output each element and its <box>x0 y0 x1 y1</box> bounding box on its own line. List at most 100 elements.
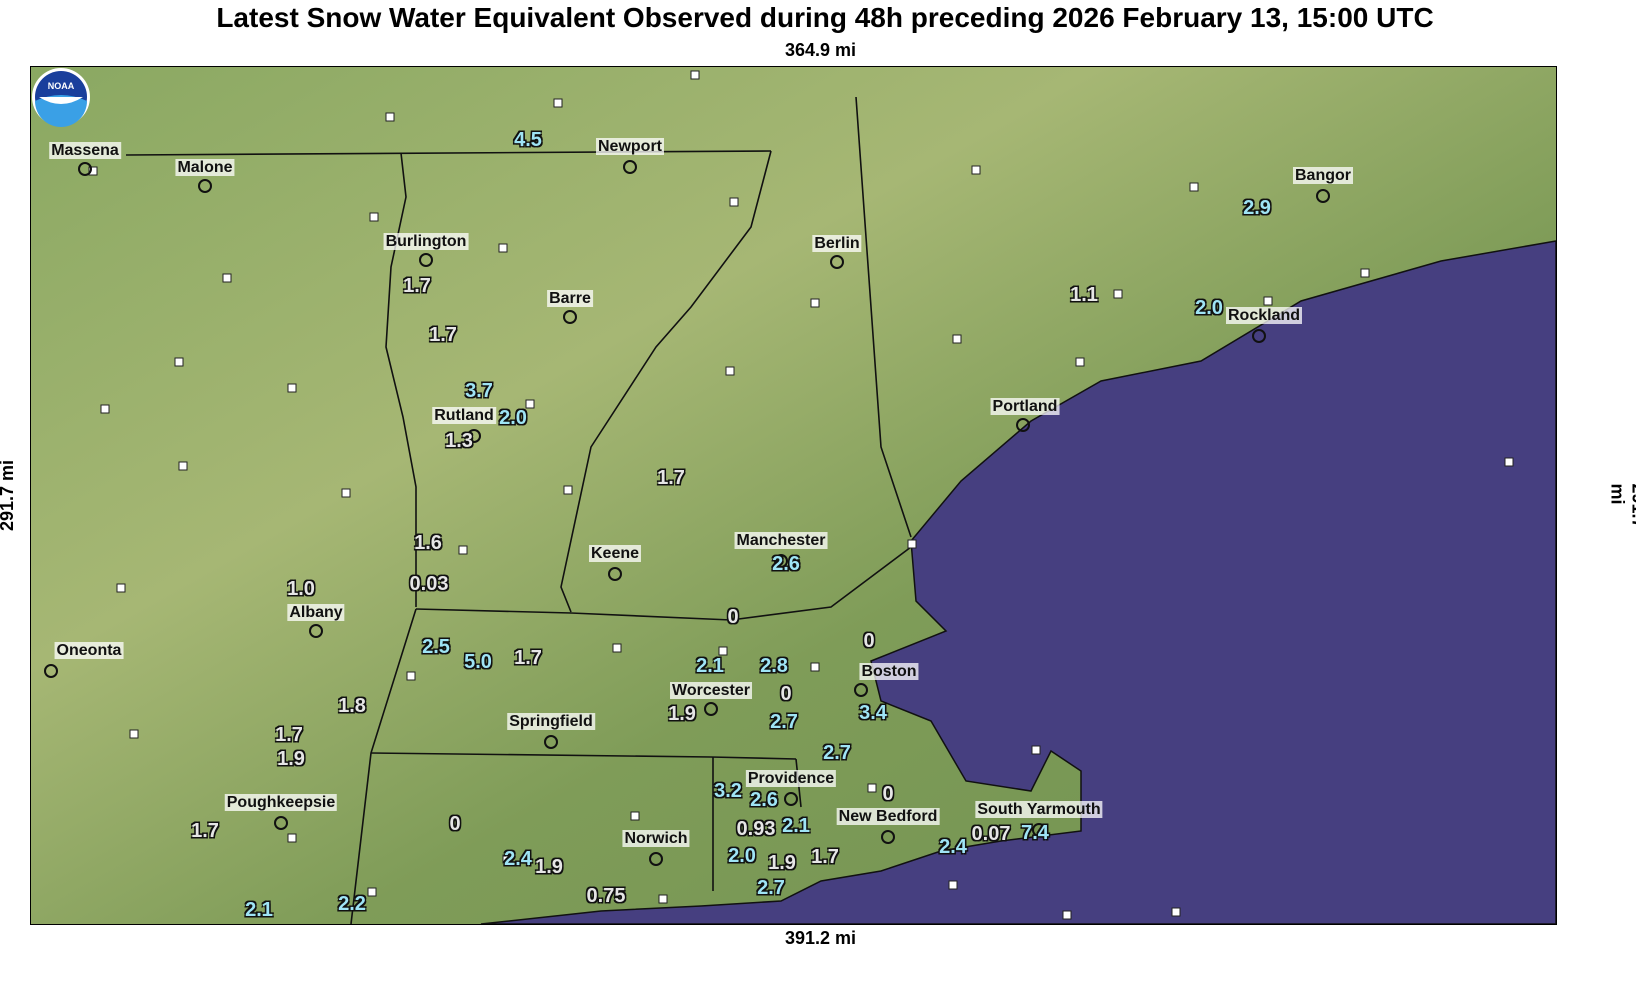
city-label: Poughkeepsie <box>224 794 338 811</box>
station-marker <box>1360 268 1370 278</box>
city-label: Rockland <box>1225 307 1303 324</box>
station-marker <box>178 461 188 471</box>
station-marker <box>222 273 232 283</box>
station-marker <box>952 334 962 344</box>
swe-value: 2.0 <box>499 407 527 429</box>
station-marker <box>948 880 958 890</box>
station-marker <box>287 383 297 393</box>
swe-value: 1.9 <box>768 852 796 874</box>
city-label: Rutland <box>432 407 496 424</box>
swe-value: 2.5 <box>422 636 450 658</box>
city-marker <box>830 255 844 269</box>
station-marker <box>810 298 820 308</box>
swe-value: 0.03 <box>409 573 449 595</box>
city-marker <box>774 554 788 568</box>
swe-value: 2.7 <box>770 711 798 733</box>
station-marker <box>563 485 573 495</box>
city-marker <box>1032 823 1046 837</box>
ny-ma-border <box>350 608 417 924</box>
swe-value: 2.7 <box>757 877 785 899</box>
swe-value: 2.7 <box>823 742 851 764</box>
swe-value: 2.1 <box>696 655 724 677</box>
city-marker <box>1316 189 1330 203</box>
city-label: Berlin <box>812 235 862 252</box>
city-marker <box>854 683 868 697</box>
swe-value: 1.7 <box>403 275 431 297</box>
station-marker <box>658 894 668 904</box>
station-marker <box>1504 457 1514 467</box>
swe-value: 3.2 <box>714 780 742 802</box>
city-label: New Bedford <box>836 808 940 825</box>
swe-value: 4.5 <box>514 129 542 151</box>
swe-value: 1.7 <box>811 846 839 868</box>
city-marker <box>309 624 323 638</box>
left-scale-label: 291.7 mi <box>0 459 18 532</box>
station-marker <box>369 212 379 222</box>
swe-value: 2.0 <box>1195 297 1223 319</box>
station-marker <box>525 399 535 409</box>
top-scale-label: 364.9 mi <box>785 40 857 60</box>
ma-south-border <box>370 752 797 760</box>
map-title: Latest Snow Water Equivalent Observed du… <box>216 2 1434 33</box>
city-label: Keene <box>588 545 642 562</box>
swe-value: 0.75 <box>586 885 626 907</box>
vt-nh-border <box>560 150 772 613</box>
station-marker <box>867 783 877 793</box>
city-label: Newport <box>596 138 664 155</box>
swe-value: 3.7 <box>465 380 493 402</box>
city-label: Oneonta <box>54 642 124 659</box>
svg-text:NOAA: NOAA <box>48 81 75 91</box>
city-label: Boston <box>859 663 919 680</box>
city-marker <box>467 429 481 443</box>
station-marker <box>100 404 110 414</box>
swe-value: 1.9 <box>668 703 696 725</box>
city-label: Bangor <box>1293 167 1353 184</box>
map-canvas[interactable]: Massena Malone Newport Burlington Berlin Bang… <box>30 66 1557 925</box>
swe-value: 1.1 <box>1070 284 1098 306</box>
station-marker <box>612 643 622 653</box>
swe-value: 2.9 <box>1243 197 1271 219</box>
city-label: Malone <box>175 159 235 176</box>
station-marker <box>718 646 728 656</box>
station-marker <box>553 98 563 108</box>
station-marker <box>498 243 508 253</box>
swe-value: 1.7 <box>514 647 542 669</box>
swe-value: 1.9 <box>277 748 305 770</box>
station-marker <box>1263 296 1273 306</box>
city-label: Portland <box>990 398 1060 415</box>
city-label: Providence <box>745 770 837 787</box>
swe-value: 2.1 <box>245 899 273 921</box>
station-marker <box>341 488 351 498</box>
swe-value: 1.8 <box>338 695 366 717</box>
city-marker <box>1252 329 1266 343</box>
swe-value: 2.6 <box>750 789 778 811</box>
station-marker <box>116 583 126 593</box>
station-marker <box>1113 289 1123 299</box>
swe-value: 1.7 <box>429 324 457 346</box>
swe-value: 0 <box>863 630 875 652</box>
swe-value: 2.0 <box>728 845 756 867</box>
city-label: Barre <box>547 290 593 307</box>
station-marker <box>174 357 184 367</box>
city-marker <box>623 160 637 174</box>
station-marker <box>129 729 139 739</box>
station-marker <box>690 70 700 80</box>
station-marker <box>729 197 739 207</box>
city-marker <box>784 792 798 806</box>
city-marker <box>419 253 433 267</box>
city-marker <box>649 852 663 866</box>
city-label: Worcester <box>670 682 752 699</box>
city-marker <box>1016 418 1030 432</box>
station-marker <box>367 887 377 897</box>
city-label: Burlington <box>383 233 469 250</box>
city-marker <box>274 816 288 830</box>
swe-value: 2.2 <box>338 893 366 915</box>
city-marker <box>78 162 92 176</box>
nh-me-border <box>855 96 912 538</box>
city-marker <box>704 702 718 716</box>
swe-value: 0 <box>780 683 792 705</box>
city-label: Manchester <box>734 532 828 549</box>
ocean <box>480 240 1556 924</box>
city-marker <box>563 310 577 324</box>
station-marker <box>1171 907 1181 917</box>
